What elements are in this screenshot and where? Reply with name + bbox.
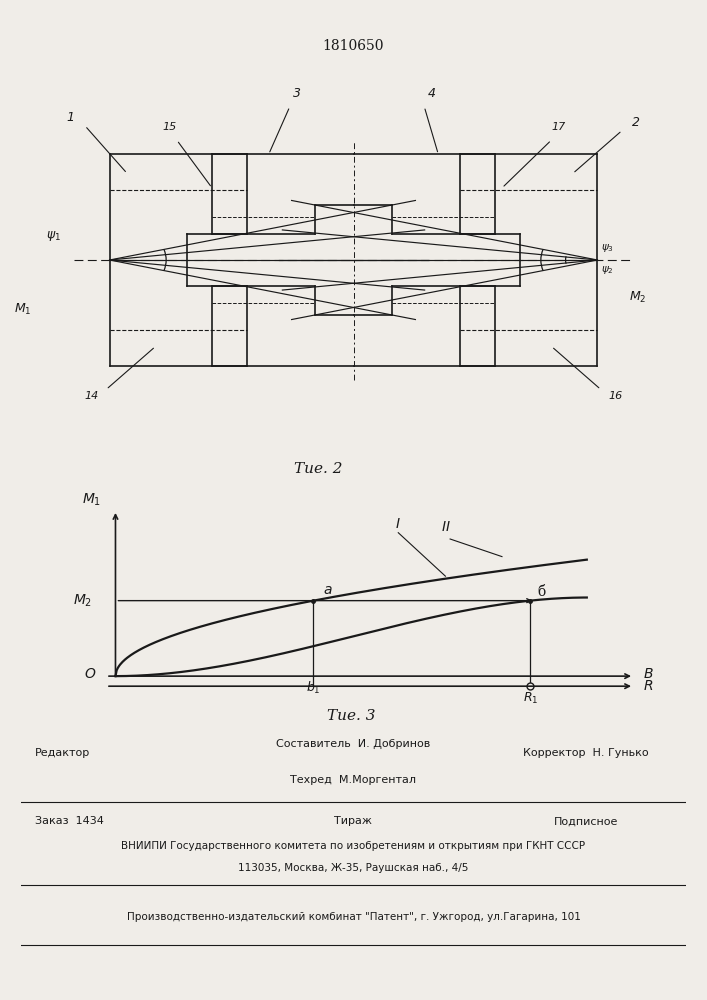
Text: $M_1$: $M_1$ <box>82 491 102 508</box>
Text: $M_2$: $M_2$ <box>73 592 92 609</box>
Text: $R_1$: $R_1$ <box>522 691 538 706</box>
Text: Заказ  1434: Заказ 1434 <box>35 816 103 826</box>
Text: Τие. 3: Τие. 3 <box>327 709 375 723</box>
Text: ВНИИПИ Государственного комитета по изобретениям и открытиям при ГКНТ СССР: ВНИИПИ Государственного комитета по изоб… <box>122 841 585 851</box>
Text: Техред  М.Моргентал: Техред М.Моргентал <box>291 775 416 785</box>
Text: Составитель  И. Добринов: Составитель И. Добринов <box>276 739 431 749</box>
Text: $M_1$: $M_1$ <box>14 302 32 317</box>
Text: $II$: $II$ <box>440 520 450 534</box>
Text: б: б <box>537 585 546 599</box>
Text: $\mathit{O}$: $\mathit{O}$ <box>84 667 97 681</box>
Text: 4: 4 <box>427 87 436 100</box>
Text: 17: 17 <box>551 122 566 132</box>
Text: 15: 15 <box>163 122 177 132</box>
Text: $\psi_3$: $\psi_3$ <box>601 242 614 254</box>
Text: 14: 14 <box>85 391 99 401</box>
Text: 2: 2 <box>632 116 641 129</box>
Text: $R$: $R$ <box>643 679 654 693</box>
Text: $\psi_2$: $\psi_2$ <box>601 264 614 276</box>
Text: $\mathit{b_1}$: $\mathit{b_1}$ <box>306 680 321 696</box>
Text: Τие. 2: Τие. 2 <box>294 462 342 476</box>
Text: 1810650: 1810650 <box>323 39 384 53</box>
Text: $M_2$: $M_2$ <box>629 290 647 305</box>
Text: Тираж: Тираж <box>334 816 373 826</box>
Text: 1: 1 <box>66 111 75 124</box>
Text: Подписное: Подписное <box>554 816 619 826</box>
Text: $I$: $I$ <box>395 517 401 531</box>
Text: $\psi_1$: $\psi_1$ <box>46 229 61 243</box>
Text: Корректор  Н. Гунько: Корректор Н. Гунько <box>523 748 649 758</box>
Text: 113035, Москва, Ж-35, Раушская наб., 4/5: 113035, Москва, Ж-35, Раушская наб., 4/5 <box>238 863 469 873</box>
Text: $a$: $a$ <box>323 583 332 597</box>
Text: Производственно-издательский комбинат "Патент", г. Ужгород, ул.Гагарина, 101: Производственно-издательский комбинат "П… <box>127 912 580 922</box>
Text: Редактор: Редактор <box>35 748 90 758</box>
Text: 3: 3 <box>293 87 301 100</box>
Text: $\mathit{B}$: $\mathit{B}$ <box>643 667 654 681</box>
Text: 16: 16 <box>608 391 622 401</box>
